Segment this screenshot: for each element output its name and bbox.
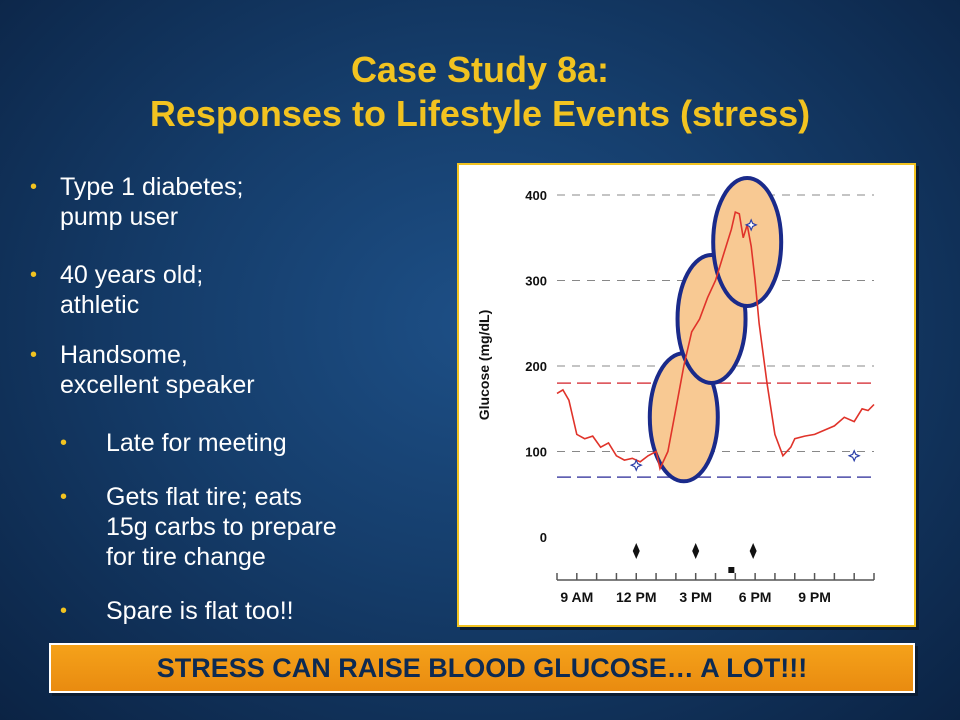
sub-bullet-line: Gets flat tire; eats — [106, 483, 302, 511]
bullet-dot: • — [60, 432, 68, 454]
x-tick-label: 6 PM — [739, 589, 772, 605]
y-axis-label: Glucose (mg/dL) — [476, 310, 492, 420]
y-tick-label: 0 — [540, 530, 547, 545]
bullet-item: • Handsome, excellent speaker — [30, 340, 255, 400]
bullet-dot: • — [30, 264, 38, 286]
bullet-dot: • — [30, 176, 38, 198]
highlight-ellipse — [711, 176, 784, 309]
y-tick-label: 200 — [525, 359, 547, 374]
x-tick-label: 12 PM — [616, 589, 656, 605]
bullet-line: pump user — [60, 203, 179, 231]
sub-bullet-line: 15g carbs to prepare — [106, 513, 337, 541]
x-tick-label: 9 AM — [560, 589, 593, 605]
title-line-2: Responses to Lifestyle Events (stress) — [149, 93, 811, 134]
x-tick-label: 9 PM — [798, 589, 831, 605]
sub-bullet-item: • Spare is flat too!! — [60, 596, 294, 626]
y-tick-label: 100 — [525, 445, 547, 460]
bullet-dot: • — [30, 344, 38, 366]
y-tick-label: 400 — [525, 188, 547, 203]
x-tick-label: 3 PM — [679, 589, 712, 605]
stress-banner: STRESS CAN RAISE BLOOD GLUCOSE… A LOT!!! — [49, 643, 915, 693]
bullet-dot: • — [60, 486, 68, 508]
bullet-item: • Type 1 diabetes; pump user — [30, 172, 243, 232]
slide-title: Case Study 8a: Responses to Lifestyle Ev… — [0, 48, 960, 136]
glucose-chart-panel: 0 100 200 300 400 Glucose (mg/dL) 9 AM 12 PM 3 P… — [457, 163, 916, 627]
bullet-dot: • — [60, 600, 68, 622]
y-tick-label: 300 — [525, 274, 547, 289]
title-line-1: Case Study 8a: — [350, 49, 610, 90]
bullet-line: athletic — [60, 291, 140, 319]
bullet-line: Handsome, — [60, 341, 188, 369]
bullet-line: excellent speaker — [60, 371, 255, 399]
glucose-chart: 0 100 200 300 400 Glucose (mg/dL) 9 AM 12 PM 3 P… — [476, 176, 875, 605]
diamond-event-marker — [749, 543, 757, 559]
sub-bullet-item: • Late for meeting — [60, 428, 287, 458]
bullet-item: • 40 years old; athletic — [30, 260, 203, 320]
glucose-series-line — [556, 210, 875, 472]
bullet-line: 40 years old; — [60, 261, 204, 289]
sub-bullet-line: for tire change — [106, 543, 266, 571]
diamond-event-marker — [692, 543, 700, 559]
sub-bullet-line: Late for meeting — [106, 429, 287, 457]
diamond-event-marker — [632, 543, 640, 559]
star-marker — [744, 218, 758, 232]
sub-bullet-line: Spare is flat too!! — [106, 597, 294, 625]
star-marker — [629, 458, 643, 472]
star-marker — [847, 449, 861, 463]
square-event-marker — [728, 567, 735, 573]
bullet-line: Type 1 diabetes; — [60, 173, 244, 201]
sub-bullet-item: • Gets flat tire; eats 15g carbs to prep… — [60, 482, 337, 572]
